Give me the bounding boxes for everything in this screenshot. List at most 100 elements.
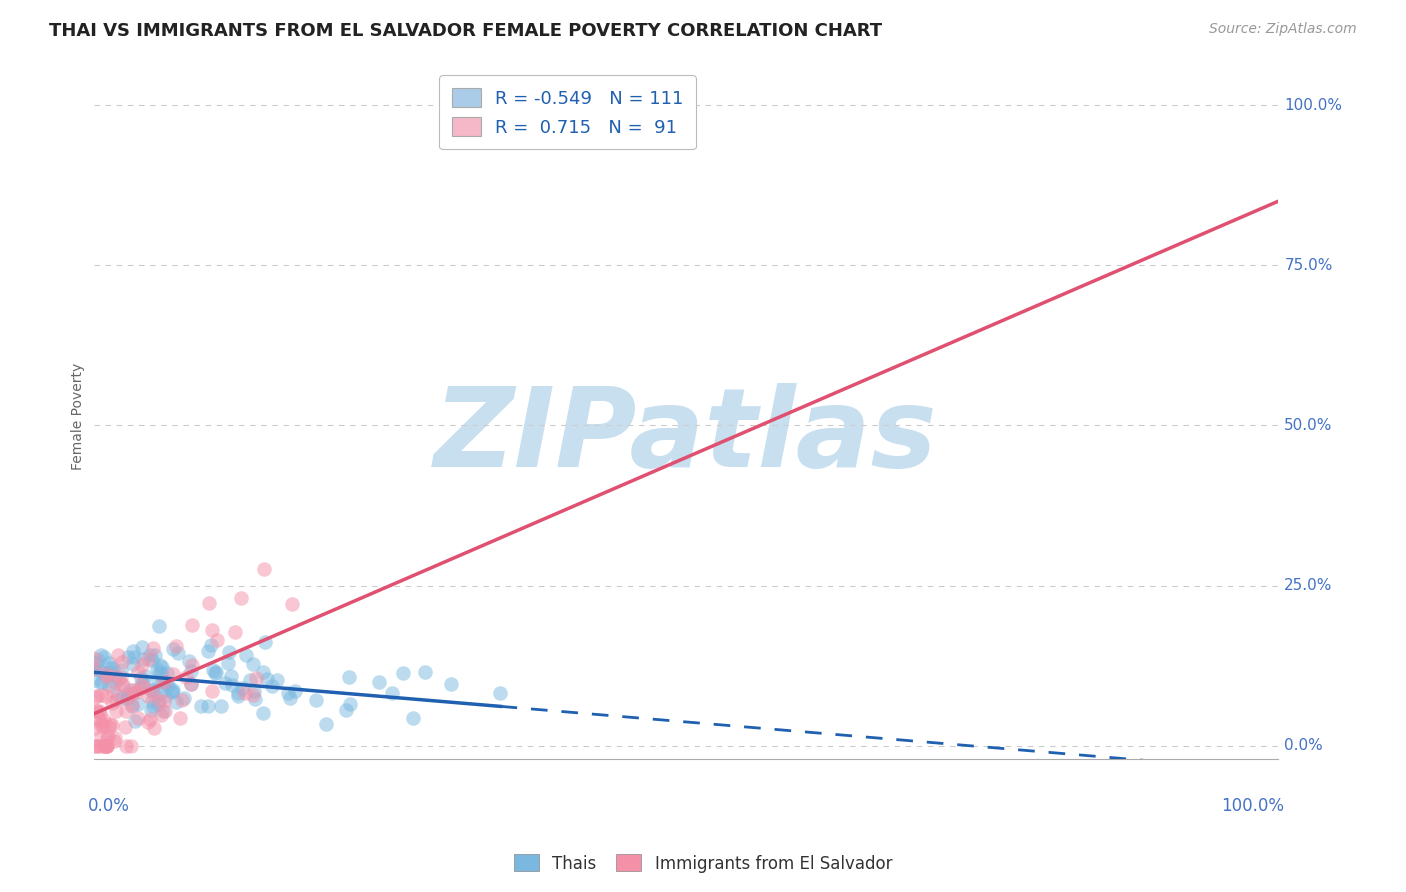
Point [96,731,118,745]
Point [84,722,107,736]
Point [180,677,202,691]
Point [83,661,105,675]
Y-axis label: Female Poverty: Female Poverty [72,362,86,469]
Point [162,642,184,657]
Point [117,690,139,704]
Point [152,674,174,689]
Point [214,676,236,690]
Point [86,689,108,703]
Point [122,657,145,672]
Point [110,664,132,678]
Point [156,666,179,681]
Point [281,597,304,611]
Point [97,678,120,692]
Point [90,648,112,662]
Point [96,739,118,753]
Point [402,711,425,725]
Point [242,657,264,671]
Point [101,717,124,731]
Point [132,651,155,665]
Point [94,739,117,753]
Point [254,635,277,649]
Point [205,632,228,647]
Point [86,739,108,753]
Point [110,670,132,684]
Point [87,704,110,718]
Point [136,690,159,704]
Point [153,690,176,704]
Point [97,729,120,743]
Point [231,591,253,605]
Point [142,683,165,698]
Point [233,686,256,700]
Point [489,686,512,700]
Point [152,675,174,690]
Point [96,739,118,753]
Point [122,686,145,700]
Text: THAI VS IMMIGRANTS FROM EL SALVADOR FEMALE POVERTY CORRELATION CHART: THAI VS IMMIGRANTS FROM EL SALVADOR FEMA… [49,22,883,40]
Point [209,699,232,714]
Point [149,657,172,672]
Point [148,694,170,708]
Point [153,704,176,718]
Point [165,695,187,709]
Point [90,718,112,732]
Point [253,562,276,576]
Point [284,684,307,698]
Point [90,688,112,702]
Point [139,703,162,717]
Point [100,717,122,731]
Point [226,689,249,703]
Point [277,686,299,700]
Point [107,688,129,702]
Point [93,713,115,727]
Point [155,675,177,690]
Point [150,660,173,674]
Point [91,665,114,679]
Point [131,640,153,654]
Point [107,648,129,663]
Point [86,704,108,718]
Point [96,667,118,681]
Point [226,686,249,700]
Point [103,733,125,747]
Point [134,680,156,694]
Point [156,678,179,692]
Point [127,665,149,680]
Point [87,714,110,728]
Point [162,684,184,698]
Point [181,658,204,673]
Point [125,684,148,698]
Point [111,690,134,705]
Point [100,661,122,675]
Point [142,699,165,714]
Point [86,739,108,753]
Point [197,644,219,658]
Point [84,690,107,705]
Text: 0.0%: 0.0% [87,797,129,814]
Point [127,711,149,725]
Point [201,623,224,637]
Point [148,618,170,632]
Point [256,673,278,687]
Point [197,698,219,713]
Point [84,657,107,671]
Point [129,681,152,695]
Point [114,720,136,734]
Point [231,681,253,695]
Point [252,665,274,679]
Point [111,677,134,691]
Point [134,669,156,683]
Point [129,678,152,692]
Point [111,655,134,669]
Point [97,665,120,679]
Point [201,683,224,698]
Point [139,648,162,663]
Point [115,691,138,706]
Point [440,677,463,691]
Point [315,716,337,731]
Point [224,624,246,639]
Point [94,739,117,753]
Point [122,683,145,698]
Point [83,739,105,753]
